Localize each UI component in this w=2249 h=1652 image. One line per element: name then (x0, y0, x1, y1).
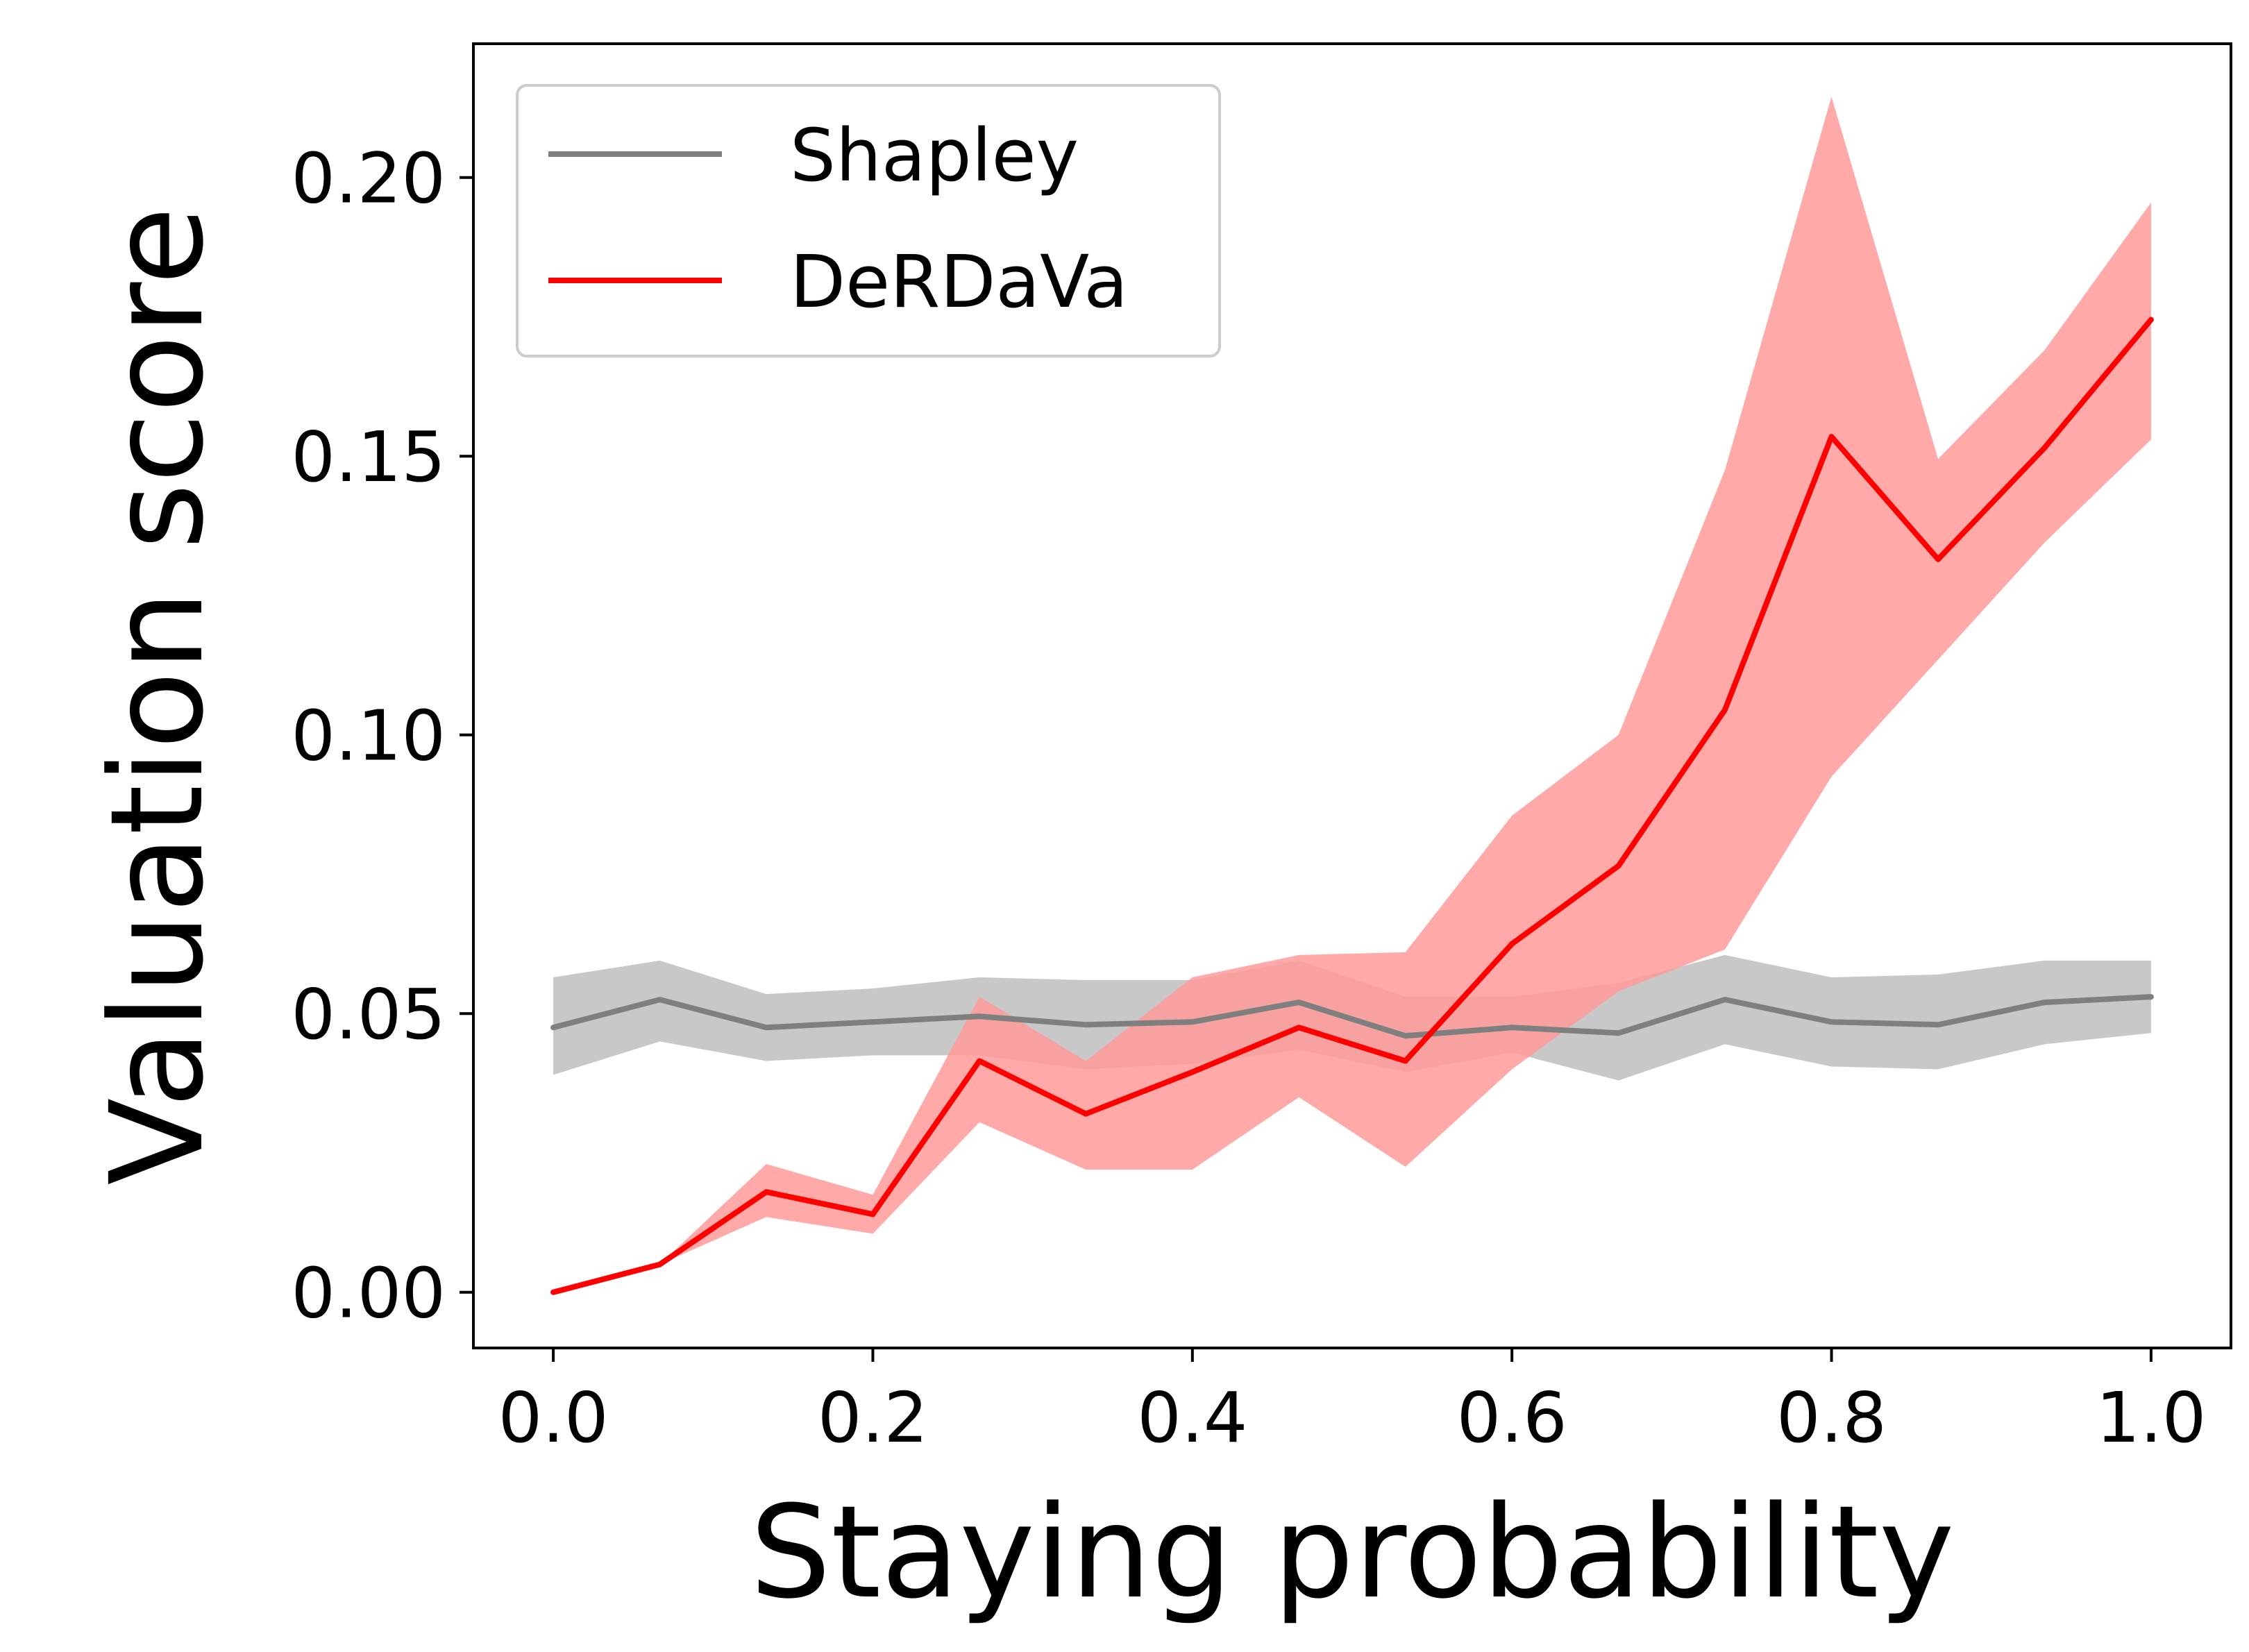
y-axis-title: Valuation score (83, 206, 232, 1185)
x-tick-label: 0.0 (498, 1377, 609, 1458)
y-tick-label: 0.00 (291, 1253, 446, 1334)
y-tick-label: 0.05 (291, 974, 446, 1055)
line-shapley (550, 994, 2154, 1039)
y-tick-label: 0.20 (291, 138, 446, 219)
x-tick-label: 0.8 (1776, 1377, 1887, 1458)
legend: Shapley DeRDaVa (516, 84, 1221, 357)
x-axis: 0.0 0.2 0.4 0.6 0.8 1.0 (498, 1348, 2206, 1458)
y-axis: 0.00 0.05 0.10 0.15 0.20 (291, 138, 473, 1334)
line-derdava (550, 317, 2154, 1295)
x-axis-title: Staying probability (750, 1478, 1954, 1627)
y-tick-label: 0.10 (291, 696, 446, 777)
legend-label-shapley: Shapley (790, 113, 1079, 198)
plot-frame (472, 42, 2232, 1349)
band-derdava (553, 96, 2151, 1292)
x-tick-label: 0.4 (1137, 1377, 1247, 1458)
x-tick-label: 0.6 (1457, 1377, 1567, 1458)
legend-label-derdava: DeRDaVa (790, 239, 1128, 324)
x-tick-label: 0.2 (818, 1377, 928, 1458)
x-tick-label: 1.0 (2096, 1377, 2206, 1458)
y-tick-label: 0.15 (291, 416, 446, 498)
series-lines (550, 317, 2154, 1295)
